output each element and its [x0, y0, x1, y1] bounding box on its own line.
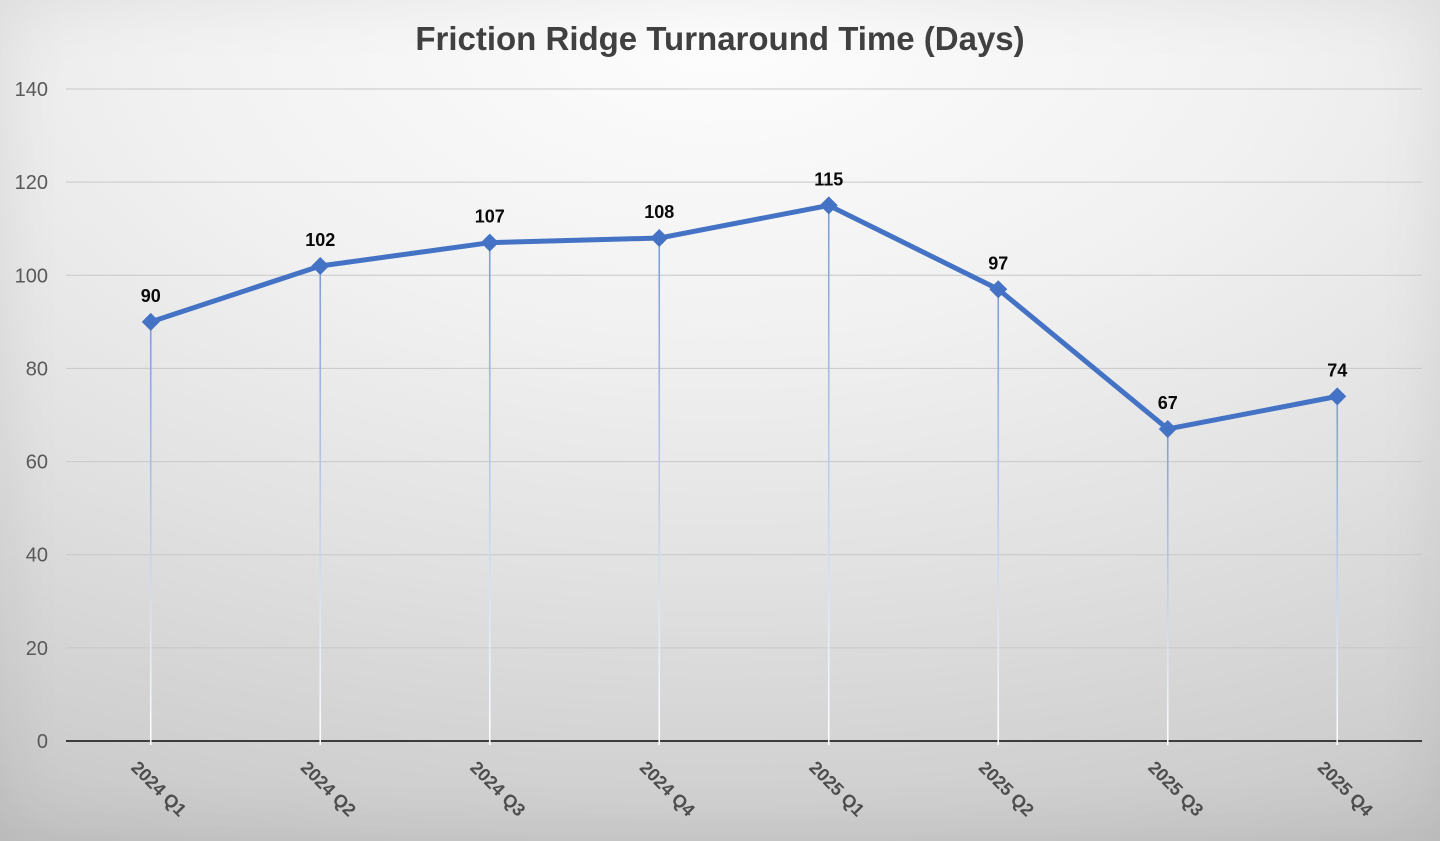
chart-title: Friction Ridge Turnaround Time (Days) — [415, 20, 1025, 57]
x-axis-tick-label: 2024 Q3 — [466, 757, 529, 820]
x-axis-tick-labels-group: 2024 Q1 2024 Q2 2024 Q3 2024 Q4 2025 Q1 2025 … — [127, 757, 1376, 820]
y-axis-tick-label: 80 — [26, 358, 48, 380]
data-point-marker — [1158, 419, 1177, 438]
data-point-marker — [1328, 387, 1347, 406]
y-axis-tick-label: 100 — [15, 265, 48, 287]
data-point-marker — [141, 312, 160, 331]
x-axis-tick-label: 2024 Q2 — [297, 757, 360, 820]
data-label: 107 — [475, 207, 505, 227]
data-label: 102 — [305, 230, 335, 250]
data-label: 97 — [988, 253, 1008, 273]
y-axis-tick-label: 40 — [26, 545, 48, 567]
x-axis-tick-label: 2025 Q2 — [975, 757, 1038, 820]
data-point-marker — [480, 233, 499, 252]
y-axis-tick-label: 60 — [26, 452, 48, 474]
data-point-marker — [311, 256, 330, 275]
y-axis-tick-label: 140 — [15, 79, 48, 101]
data-label: 74 — [1327, 360, 1347, 380]
y-axis-tick-labels-group: 0 20 40 60 80 100 120 140 — [15, 79, 48, 753]
gridlines-group — [66, 88, 1422, 649]
drop-lines-group — [149, 205, 1339, 745]
data-label: 115 — [814, 169, 843, 189]
data-labels-group: 90 102 107 108 115 97 67 74 — [141, 169, 1348, 413]
series-line — [148, 202, 1340, 432]
data-point-marker — [650, 229, 669, 248]
y-axis-tick-label: 0 — [37, 731, 48, 753]
x-axis-tick-label: 2025 Q3 — [1144, 757, 1207, 820]
x-axis-tick-label: 2025 Q4 — [1314, 757, 1377, 820]
data-label: 90 — [141, 286, 161, 306]
y-axis-tick-label: 20 — [26, 638, 48, 660]
data-point-marker — [819, 196, 838, 215]
y-axis-tick-label: 120 — [15, 172, 48, 194]
x-axis-tick-label: 2024 Q4 — [636, 757, 699, 820]
data-point-marker — [989, 280, 1008, 299]
data-label: 108 — [644, 202, 674, 222]
x-axis-tick-label: 2024 Q1 — [127, 757, 190, 820]
series-group — [141, 196, 1347, 438]
x-axis-tick-label: 2025 Q1 — [805, 757, 868, 820]
data-label: 67 — [1158, 393, 1178, 413]
